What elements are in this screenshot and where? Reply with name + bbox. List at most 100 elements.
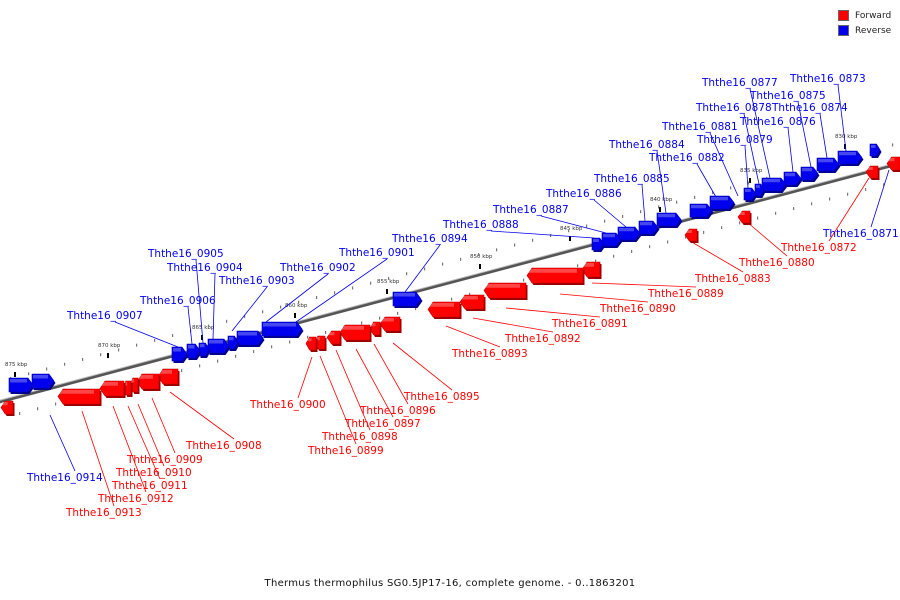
minor-tick (262, 310, 264, 314)
minor-tick (154, 338, 156, 342)
leader-line (212, 273, 216, 340)
gene-label: Ththe16_0876 (739, 116, 816, 128)
leader-line (112, 405, 147, 493)
gene-arrow (261, 321, 304, 338)
leader-line (656, 150, 667, 214)
minor-tick (271, 345, 273, 349)
minor-tick (721, 226, 723, 230)
gene-arrow (171, 346, 189, 363)
gene-label: Ththe16_0886 (545, 188, 622, 200)
minor-tick (892, 143, 894, 147)
minor-tick (397, 311, 399, 315)
tick-label: 855 kbp (377, 279, 400, 285)
gene-label: Ththe16_0887 (492, 204, 569, 216)
gene-label: Ththe16_0873 (789, 73, 866, 85)
leader-line (472, 317, 554, 333)
gene-arrow (865, 165, 880, 180)
leader-line (265, 273, 329, 323)
gene-label: Ththe16_0895 (403, 391, 480, 403)
minor-tick (217, 359, 219, 363)
gene-arrow (427, 301, 462, 319)
gene-arrow (581, 261, 602, 279)
gene-label: Ththe16_0904 (166, 262, 243, 274)
leader-line (744, 145, 749, 189)
gene-arrow (207, 338, 231, 355)
minor-tick (829, 197, 831, 201)
gene-label: Ththe16_0884 (608, 139, 685, 151)
gene-arrow (326, 330, 342, 346)
gene-label: Ththe16_0880 (738, 257, 815, 269)
leader-line (505, 307, 601, 318)
gene-label: Ththe16_0912 (97, 493, 174, 505)
minor-tick (469, 292, 471, 296)
leader-line (404, 244, 441, 293)
gene-arrow (379, 316, 402, 333)
minor-tick (100, 353, 102, 357)
leader-line (559, 293, 649, 303)
leader-line (49, 414, 76, 472)
minor-tick (532, 238, 534, 242)
minor-tick (415, 307, 417, 311)
major-tick (201, 335, 203, 340)
tick-label: 865 kbp (192, 325, 215, 331)
minor-tick (478, 253, 480, 257)
minor-tick (37, 407, 39, 411)
leader-line (137, 403, 165, 467)
minor-tick (685, 235, 687, 239)
minor-tick (235, 354, 237, 358)
minor-tick (568, 229, 570, 233)
leader-line (295, 258, 388, 323)
minor-tick (739, 221, 741, 225)
gene-arrow (136, 373, 161, 391)
minor-tick (694, 195, 696, 199)
tick-label: 840 kbp (650, 197, 673, 203)
minor-tick (388, 276, 390, 280)
minor-tick (199, 364, 201, 368)
minor-tick (550, 234, 552, 238)
minor-tick (676, 200, 678, 204)
gene-arrow (157, 368, 180, 386)
gene-arrow (737, 210, 752, 225)
gene-arrow (684, 228, 699, 243)
leader-line (81, 410, 115, 507)
gene-label: Ththe16_0901 (338, 247, 415, 259)
minor-tick (631, 249, 633, 253)
gene-arrow (392, 291, 423, 308)
tick-label: 830 kbp (835, 134, 858, 140)
leader-line (355, 348, 394, 418)
minor-tick (442, 262, 444, 266)
minor-tick (757, 216, 759, 220)
gene-arrow (754, 183, 766, 198)
gene-arrow (236, 330, 265, 347)
major-tick (659, 207, 661, 212)
minor-tick (811, 202, 813, 206)
minor-tick (712, 191, 714, 195)
leader-line (819, 113, 828, 159)
gene-label: Ththe16_0905 (147, 248, 224, 260)
leader-line (591, 282, 697, 288)
minor-tick (460, 257, 462, 261)
major-tick (386, 289, 388, 294)
minor-tick (136, 343, 138, 347)
major-tick (107, 353, 109, 358)
gene-arrow (869, 143, 882, 158)
minor-tick (658, 205, 660, 209)
tick-label: 835 kbp (740, 168, 763, 174)
minor-tick (703, 230, 705, 234)
leader-line (641, 184, 646, 222)
gene-arrow (0, 400, 15, 416)
major-tick (14, 372, 16, 377)
minor-tick (451, 297, 453, 301)
minor-tick (604, 219, 606, 223)
gene-arrow (709, 195, 736, 211)
minor-tick (55, 402, 57, 406)
gene-label: Ththe16_0906 (139, 295, 216, 307)
minor-tick (586, 224, 588, 228)
leader-line (787, 127, 794, 173)
minor-tick (793, 207, 795, 211)
minor-tick (307, 335, 309, 339)
tick-label: 875 kbp (5, 362, 28, 368)
major-tick (569, 236, 571, 241)
leader-line (749, 88, 771, 179)
